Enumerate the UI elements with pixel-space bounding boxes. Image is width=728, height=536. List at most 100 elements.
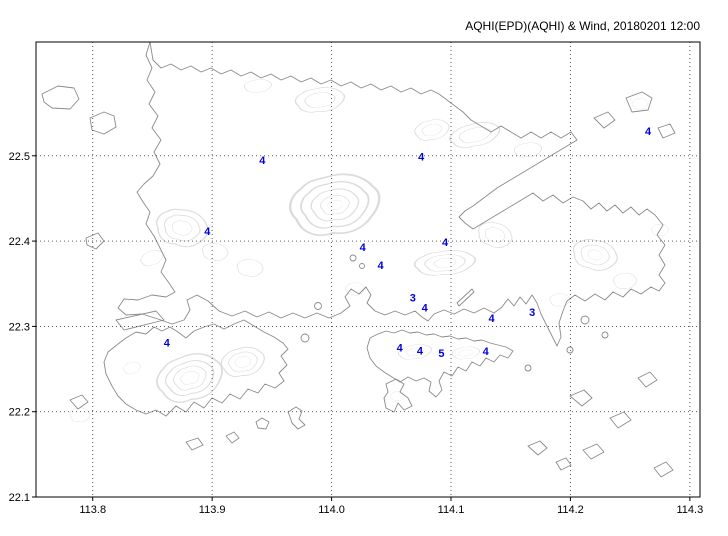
topo-contour: [218, 343, 268, 381]
map-feature: [89, 111, 117, 135]
topo-contour: [226, 349, 260, 375]
coastline-mainland: [117, 41, 666, 347]
islands-misc: [41, 85, 676, 478]
station-aqhi-value: 5: [438, 348, 444, 360]
station-aqhi-value: 4: [483, 346, 490, 358]
station-aqhi-value: 4: [489, 313, 496, 325]
map-feature: [85, 232, 105, 250]
topo-contour: [303, 90, 337, 110]
map-feature: [300, 333, 310, 343]
station-aqhi-value: 4: [164, 338, 171, 350]
island-airport: [115, 310, 165, 331]
topo-contour: [613, 272, 637, 289]
kai-tak-runway: [456, 288, 475, 307]
topo-contour: [631, 98, 649, 110]
y-tick-label: 22.5: [9, 151, 30, 163]
map-feature: [359, 263, 365, 269]
topo-contour: [233, 355, 253, 369]
map-feature: [609, 411, 632, 429]
map-feature: [582, 443, 605, 460]
topo-contour: [474, 217, 517, 253]
topo-contour: [243, 78, 273, 94]
y-tick-label: 22.2: [9, 407, 30, 419]
map-feature: [653, 461, 674, 478]
topo-contour: [586, 248, 604, 262]
topo-contour: [482, 224, 508, 246]
x-tick-label: 114.1: [438, 504, 465, 516]
topo-contour: [161, 211, 203, 245]
station-aqhi-value: 4: [377, 260, 384, 272]
map-feature: [524, 364, 532, 372]
topo-contour: [549, 293, 571, 307]
island-lamma: [383, 378, 413, 413]
map-feature: [593, 111, 616, 129]
station-aqhi-value: 4: [442, 237, 449, 249]
topo-contour: [200, 240, 230, 263]
topo-contour: [297, 176, 373, 233]
topo-contour: [412, 247, 478, 279]
graticule: [36, 42, 700, 497]
y-tick-label: 22.3: [9, 321, 30, 333]
topo-contour: [293, 84, 347, 116]
map-feature: [527, 440, 548, 456]
topo-contour: [390, 391, 406, 401]
y-tick-label: 22.1: [9, 492, 30, 504]
station-aqhi-value: 4: [417, 345, 424, 357]
topo-contour: [178, 369, 202, 387]
map-feature: [569, 389, 593, 407]
map-frame: [35, 41, 701, 498]
station-aqhi-value: 4: [259, 155, 266, 167]
x-tick-label: 114.0: [318, 504, 345, 516]
topo-contour: [150, 346, 230, 410]
topo-contour: [69, 407, 91, 423]
station-aqhi-value: 4: [360, 242, 367, 254]
x-tick-label: 114.3: [676, 504, 703, 516]
map-feature: [349, 254, 357, 262]
map-feature: [225, 431, 240, 444]
topo-contour: [170, 218, 194, 238]
axis-labels: 113.8 113.9 114.0 114.1 114.2 114.3 22.1 22.2 22…: [9, 151, 704, 516]
topo-contour: [235, 257, 265, 279]
topo-contour: [326, 199, 344, 211]
topo-contour: [170, 362, 210, 394]
station-aqhi-value: 4: [418, 152, 425, 164]
station-aqhi-value: 3: [529, 307, 535, 319]
map-feature: [41, 85, 80, 110]
map-feature: [580, 315, 590, 325]
island-cheung-chau: [287, 406, 306, 430]
y-tick-label: 22.4: [9, 236, 30, 248]
topo-contour: [447, 117, 503, 152]
topo-contour: [412, 116, 452, 144]
topo-contour: [308, 185, 362, 225]
map-feature: [314, 302, 322, 310]
station-aqhi-value: 4: [204, 226, 211, 238]
map-feature: [185, 437, 204, 451]
x-tick-label: 114.2: [557, 504, 584, 516]
topo-contour: [318, 193, 352, 217]
topo-contour: [151, 203, 213, 252]
topo-contours: [69, 78, 669, 423]
topo-contour: [396, 342, 434, 362]
map-feature: [255, 417, 270, 430]
topo-contour: [458, 348, 474, 358]
map-feature: [625, 91, 653, 113]
topo-contour: [433, 257, 457, 269]
topo-contour: [122, 360, 142, 376]
station-aqhi-value: 4: [397, 343, 404, 355]
topo-contour: [578, 241, 612, 269]
station-aqhi-value: 4: [422, 303, 429, 315]
topo-contour: [457, 124, 493, 146]
station-aqhi-value: 3: [410, 292, 416, 304]
x-tick-label: 113.8: [79, 504, 106, 516]
station-aqhi-value: 4: [645, 126, 652, 138]
island-hong-kong: [366, 329, 514, 398]
topo-contour: [451, 345, 481, 361]
map-feature: [657, 123, 676, 139]
chart-title: AQHI(EPD)(AQHI) & Wind, 20180201 12:00: [465, 19, 700, 33]
topo-contour: [420, 122, 444, 138]
map-feature: [637, 371, 658, 388]
topo-contour: [345, 282, 365, 296]
